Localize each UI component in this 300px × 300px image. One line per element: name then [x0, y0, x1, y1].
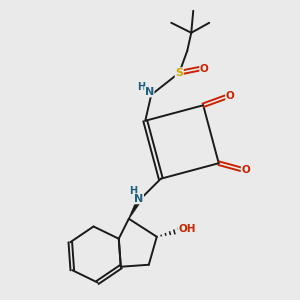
Text: N: N: [134, 194, 143, 204]
Text: H: H: [137, 82, 145, 92]
Text: O: O: [242, 165, 250, 175]
Text: H: H: [129, 186, 137, 196]
Text: N: N: [145, 87, 154, 97]
Polygon shape: [128, 200, 141, 219]
Text: OH: OH: [178, 224, 196, 234]
Text: S: S: [175, 68, 183, 78]
Text: O: O: [200, 64, 208, 74]
Text: O: O: [226, 91, 235, 101]
